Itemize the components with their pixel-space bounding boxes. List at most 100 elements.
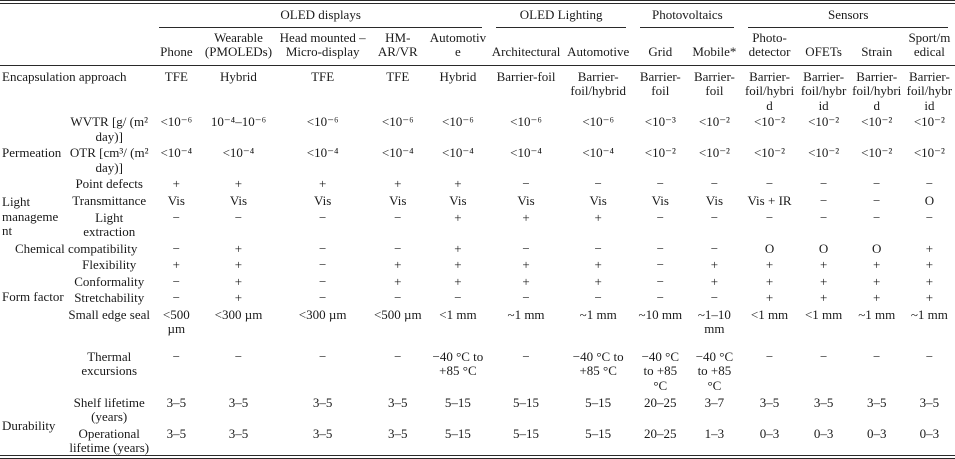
table-cell: +	[234, 273, 243, 289]
table-cell: TFE	[386, 68, 410, 84]
row-label: Shelf lifetime (years)	[73, 394, 145, 425]
table-cell: <10⁻²	[913, 145, 945, 161]
column-header: Sport/medical	[903, 27, 955, 66]
table-cell: <10⁻⁴	[582, 145, 615, 161]
table-row: Point defects + + + + + − − − − − − − −	[0, 176, 955, 193]
data-table: OLED displays OLED Lighting Photovoltaics S…	[0, 4, 955, 455]
table-cell: 3–5	[228, 425, 249, 441]
table-cell: −	[594, 290, 602, 306]
table-cell: Vis	[651, 193, 669, 209]
table-cell: −	[925, 209, 934, 225]
column-header: HM-AR/VR	[368, 27, 427, 66]
table-cell: <10⁻²	[808, 145, 840, 161]
table-cell: −	[656, 209, 664, 225]
table-cell: Vis	[517, 193, 535, 209]
table-cell: ~1 mm	[507, 306, 545, 322]
header-spacer	[0, 27, 153, 66]
row-label: Light extraction	[83, 209, 136, 240]
row-label: Thermal excursions	[81, 348, 138, 379]
table-cell: ~1 mm	[579, 306, 617, 322]
table-cell: <10⁻⁶	[160, 114, 193, 130]
table-cell: −	[394, 209, 402, 225]
table-cell: −	[172, 348, 181, 364]
table-cell: 3–5	[813, 394, 834, 410]
table-cell: −	[710, 176, 719, 192]
table-row: Light extraction − − − − + + + − − − − − −	[0, 210, 955, 241]
table-cell: <10⁻²	[753, 145, 786, 161]
table-cell: Barrier-foil/hybrid	[744, 68, 795, 113]
table-cell: Barrier-foil	[693, 68, 735, 99]
table-cell: −	[522, 348, 530, 364]
table-cell: +	[765, 273, 774, 289]
table-cell: −	[873, 209, 881, 225]
table-row: Stretchability − + − − − − − − − + + + +	[0, 290, 955, 307]
table-cell: <10⁻⁴	[381, 145, 414, 161]
table-cell: Hybrid	[439, 68, 477, 84]
table-row: Chemical compatibility − + − − + − − − − O O O +	[0, 241, 955, 258]
table-row: Small edge seal <500 µm <300 µm <300 µm <500…	[0, 307, 955, 338]
table-cell: +	[873, 273, 881, 289]
table-cell: −	[318, 240, 327, 256]
table-cell: 0–3	[759, 425, 780, 441]
row-label: Small edge seal	[68, 306, 150, 322]
table-cell: <10⁻⁶	[582, 114, 615, 130]
table-cell: Hybrid	[220, 68, 257, 84]
table-cell: +	[234, 240, 243, 256]
table-cell: ~1 mm	[858, 306, 896, 322]
table-cell: +	[594, 273, 602, 289]
table-cell: <10⁻³	[644, 114, 676, 130]
row-label: WVTR [g/ (m² day)]	[70, 114, 148, 144]
table-cell: −	[318, 257, 327, 273]
table-cell: <10⁻⁴	[160, 145, 193, 161]
table-cell: O	[872, 240, 882, 256]
column-header: Mobile*	[687, 27, 742, 66]
column-group-label: Photovoltaics	[640, 7, 735, 28]
table-cell: <1 mm	[804, 306, 843, 322]
table-cell: <10⁻²	[808, 114, 840, 130]
table-cell: <10⁻²	[698, 145, 730, 161]
table-cell: Vis	[229, 193, 248, 209]
table-cell: −	[394, 240, 402, 256]
table-cell: −	[656, 273, 664, 289]
column-group-label: OLED displays	[159, 7, 482, 28]
table-cell: Vis	[589, 193, 607, 209]
table-cell: <10⁻²	[913, 114, 945, 130]
table-cell: +	[765, 257, 774, 273]
table-cell: 3–5	[759, 394, 780, 410]
table-cell: <500 µm	[162, 306, 190, 337]
row-label: Chemical compatibility	[14, 240, 138, 256]
table-row: Operational lifetime (years) 3–5 3–5 3–5 3–5…	[0, 425, 955, 455]
table-cell: <10⁻²	[698, 114, 730, 130]
table-cell: 3–5	[228, 394, 249, 410]
column-header-row: Phone Wearable (PMOLEDs) Head mounted – Mi…	[0, 27, 955, 66]
header-spacer	[0, 4, 152, 28]
table-cell: 3–5	[312, 425, 333, 441]
table-cell: +	[873, 257, 881, 273]
table-cell: −	[819, 348, 828, 364]
table-cell: Barrier-foil/hybrid	[800, 68, 847, 113]
column-header: Architectural	[488, 27, 564, 66]
table-row: Shelf lifetime (years) 3–5 3–5 3–5 3–5 5–15 5–…	[0, 395, 955, 426]
table-cell: <300 µm	[214, 306, 263, 322]
table-cell: <10⁻²	[861, 145, 893, 161]
table-cell: Vis + IR	[747, 193, 792, 209]
table-cell: +	[454, 176, 462, 192]
table-cell: −	[873, 193, 881, 209]
table-cell: <10⁻²	[861, 114, 893, 130]
table-cell: −	[765, 348, 774, 364]
table-cell: Vis	[167, 193, 185, 209]
column-header: Grid	[633, 27, 688, 66]
table-row: Light management Transmittance Vis Vis Vis Vi…	[0, 193, 955, 237]
table-cell: −	[394, 290, 402, 306]
table-cell: −	[172, 209, 181, 225]
table-cell: −	[522, 240, 530, 256]
table-cell: +	[873, 290, 881, 306]
column-group-header: Sensors	[741, 4, 955, 28]
table-cell: Barrier-foil	[639, 68, 681, 99]
table-cell: O	[764, 240, 775, 256]
table-cell: +	[819, 257, 828, 273]
table-cell: +	[394, 273, 402, 289]
table-cell: TFE	[311, 68, 335, 84]
table-cell: <10⁻⁶	[510, 114, 542, 130]
